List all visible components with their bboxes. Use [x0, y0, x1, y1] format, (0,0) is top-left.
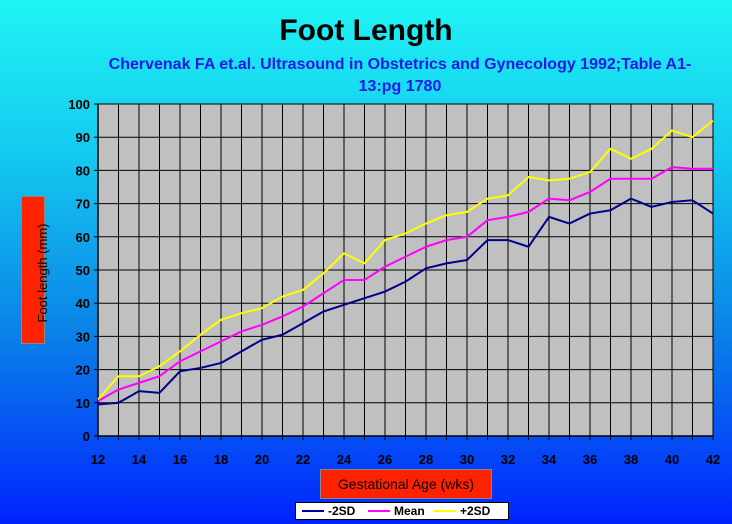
y-tick-label: 0	[83, 429, 90, 444]
y-tick-label: 10	[76, 396, 90, 411]
series-line-mean	[97, 166, 713, 403]
x-tick-label: 30	[460, 452, 474, 467]
x-tick-labels: 12 14 16 18 20 22 24 26 28 30 32 34 36 38 40 42	[91, 436, 720, 467]
y-tick-labels: 0 10 20 30 40 50 60 70 80 90 100	[68, 97, 98, 444]
x-tick-label: 14	[132, 452, 147, 467]
x-tick-label: 42	[706, 452, 720, 467]
legend-swatch-minus2sd	[302, 510, 324, 512]
x-tick-label: 18	[214, 452, 228, 467]
y-axis-label-box: Foot length (mm)	[21, 196, 50, 344]
legend: -2SD Mean +2SD	[295, 502, 509, 520]
x-tick-label: 38	[624, 452, 638, 467]
y-tick-label: 70	[76, 197, 90, 212]
x-tick-label: 34	[542, 452, 557, 467]
x-tick-label: 24	[337, 452, 352, 467]
y-tick-label: 40	[76, 296, 90, 311]
y-tick-label: 90	[76, 130, 90, 145]
x-tick-label: 40	[665, 452, 679, 467]
legend-swatch-plus2sd	[434, 510, 456, 512]
x-tick-label: 32	[501, 452, 515, 467]
y-tick-label: 100	[68, 97, 90, 112]
y-tick-label: 30	[76, 329, 90, 344]
chart-title: Foot Length	[279, 14, 453, 47]
y-tick-label: 80	[76, 163, 90, 178]
legend-label: Mean	[394, 504, 425, 518]
x-axis-label: Gestational Age (wks)	[320, 469, 492, 499]
x-tick-label: 20	[255, 452, 269, 467]
x-tick-label: 26	[378, 452, 392, 467]
x-tick-label: 36	[583, 452, 597, 467]
y-axis-label: Foot length (mm)	[35, 223, 50, 323]
x-tick-label: 22	[296, 452, 310, 467]
x-tick-label: 28	[419, 452, 433, 467]
x-tick-label: 12	[91, 452, 105, 467]
legend-label: -2SD	[328, 504, 356, 518]
y-tick-label: 60	[76, 230, 90, 245]
series-lines	[97, 119, 714, 406]
y-tick-label: 20	[76, 363, 90, 378]
chart-subtitle: Chervenak FA et.al. Ultrasound in Obstet…	[108, 56, 692, 95]
series-line-plus2sd	[97, 119, 714, 401]
series-line-minus2sd	[97, 197, 714, 406]
x-tick-label: 16	[173, 452, 187, 467]
legend-swatch-mean	[368, 510, 390, 512]
legend-label: +2SD	[460, 504, 491, 518]
y-tick-label: 50	[76, 263, 90, 278]
